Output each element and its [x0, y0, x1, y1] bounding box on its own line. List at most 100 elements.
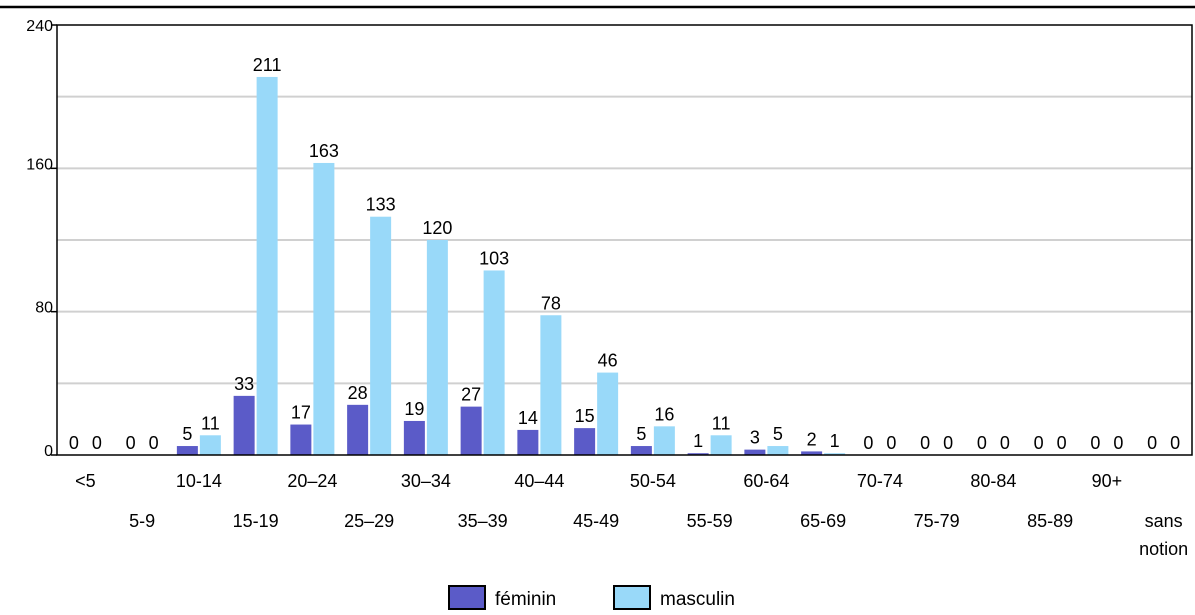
x-tick-label: sans notion [1139, 511, 1188, 559]
data-label: 0 [1034, 433, 1044, 453]
data-label: 0 [886, 433, 896, 453]
data-label: 0 [1057, 433, 1067, 453]
x-tick-label: 80-84 [970, 471, 1016, 491]
x-tick-label: 60-64 [743, 471, 789, 491]
bar-masculin [256, 76, 278, 455]
data-label: 0 [1090, 433, 1100, 453]
data-label: 1 [693, 431, 703, 451]
bar-feminin [176, 446, 198, 455]
data-label: 11 [201, 413, 220, 433]
bar-masculin [540, 315, 562, 455]
bar-feminin [290, 424, 312, 455]
bar-masculin [653, 426, 675, 455]
data-label: 133 [366, 195, 396, 215]
data-label: 14 [518, 408, 538, 428]
legend-label-masculin: masculin [660, 589, 735, 610]
data-label: 0 [1113, 433, 1123, 453]
data-label: 5 [182, 424, 192, 444]
legend: féminin masculin [448, 585, 735, 610]
bar-masculin [199, 435, 221, 455]
x-tick-label: 45-49 [573, 511, 619, 531]
data-label: 19 [404, 399, 424, 419]
x-axis-labels: <5 5-9 10-14 15-19 20–24 25–29 30–34 35–39 40–44… [75, 471, 1188, 559]
bar-feminin [801, 451, 823, 455]
bar-feminin [687, 453, 709, 455]
x-tick-label: <5 [75, 471, 96, 491]
x-tick-label: 90+ [1092, 471, 1123, 491]
x-tick-label: 85-89 [1027, 511, 1073, 531]
x-tick-label: 55-59 [687, 511, 733, 531]
data-label: 28 [348, 383, 368, 403]
data-label: 5 [636, 424, 646, 444]
data-label: 46 [598, 351, 618, 371]
x-tick-label: 25–29 [344, 511, 394, 531]
data-label: 0 [1147, 433, 1157, 453]
bar-masculin [483, 270, 505, 455]
data-label: 33 [234, 374, 254, 394]
legend-swatch-feminin [448, 585, 486, 610]
x-tick-label: 35–39 [458, 511, 508, 531]
data-label: 211 [253, 55, 282, 75]
data-label: 0 [977, 433, 987, 453]
data-label: 0 [126, 433, 136, 453]
bar-masculin [597, 372, 619, 455]
data-labels: 0 0 0 0 511332111716328133191202710314781546… [69, 55, 1180, 453]
bar-feminin [460, 406, 482, 455]
x-tick-label: 20–24 [287, 471, 337, 491]
legend-label-feminin: féminin [495, 589, 556, 610]
bar-feminin [233, 395, 255, 455]
data-label: 0 [943, 433, 953, 453]
data-label: 0 [920, 433, 930, 453]
legend-swatch-masculin [613, 585, 651, 610]
data-label: 16 [654, 404, 674, 424]
x-tick-label: 5-9 [129, 511, 155, 531]
plot-area-frame [56, 24, 1193, 456]
y-axis-ticks: 0 80 160 240 [26, 18, 57, 460]
data-label: 0 [149, 433, 159, 453]
x-tick-label: 65-69 [800, 511, 846, 531]
data-label: 78 [541, 293, 561, 313]
x-tick-label: 30–34 [401, 471, 451, 491]
gridlines [57, 95, 1192, 385]
y-tick-label: 160 [26, 156, 53, 173]
bar-feminin [347, 404, 369, 455]
data-label: 0 [1000, 433, 1010, 453]
bar-masculin [710, 435, 732, 455]
bar-masculin [824, 453, 846, 455]
x-tick-label: 40–44 [514, 471, 564, 491]
bar-masculin [426, 240, 448, 455]
x-tick-label: 50-54 [630, 471, 676, 491]
data-label: 163 [309, 141, 339, 161]
bars [176, 76, 846, 456]
data-label: 1 [830, 431, 840, 451]
data-label: 27 [461, 385, 481, 405]
bar-feminin [517, 429, 539, 455]
bar-feminin [403, 420, 425, 455]
x-tick-label: 10-14 [176, 471, 222, 491]
y-tick-label: 80 [35, 300, 53, 317]
bar-feminin [574, 428, 596, 455]
data-label: 0 [1170, 433, 1180, 453]
bar-masculin [370, 216, 392, 455]
x-tick-label: 70-74 [857, 471, 903, 491]
data-label: 15 [575, 406, 595, 426]
y-tick-label: 0 [44, 443, 53, 460]
data-label: 0 [69, 433, 79, 453]
bar-feminin [744, 449, 766, 455]
x-tick-label: 75-79 [914, 511, 960, 531]
data-label: 5 [773, 424, 783, 444]
y-tick-label: 240 [26, 18, 53, 35]
data-label: 3 [750, 428, 760, 448]
data-label: 120 [422, 218, 452, 238]
bar-masculin [313, 162, 335, 456]
data-label: 11 [712, 413, 731, 433]
data-label: 0 [863, 433, 873, 453]
bar-feminin [630, 446, 652, 455]
bar-masculin [767, 446, 789, 455]
x-tick-label: 15-19 [233, 511, 279, 531]
data-label: 17 [291, 403, 311, 423]
data-label: 2 [807, 429, 817, 449]
data-label: 103 [479, 248, 509, 268]
data-label: 0 [92, 433, 102, 453]
